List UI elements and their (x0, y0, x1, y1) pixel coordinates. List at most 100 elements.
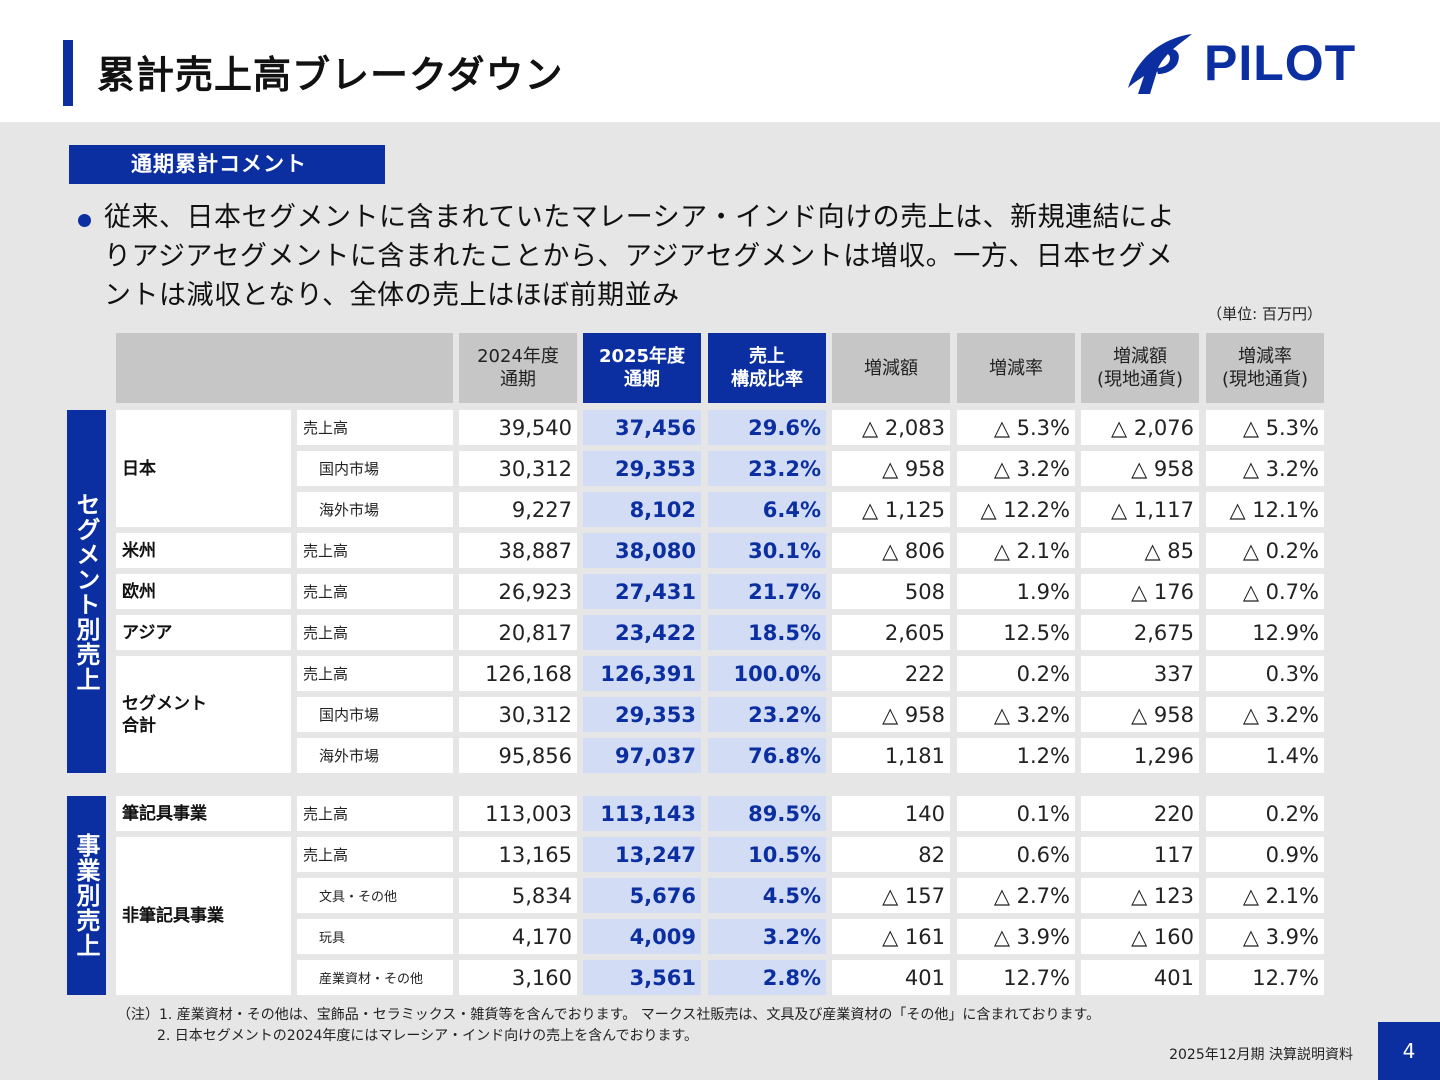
table-cell: 0.6% (957, 837, 1075, 872)
table-cell: 3.2% (708, 919, 826, 954)
table-cell: 0.2% (957, 656, 1075, 691)
table-cell: 23,422 (583, 615, 701, 650)
column-header-label: 増減率 (現地通貨) (1222, 345, 1308, 391)
table-cell: 117 (1081, 837, 1199, 872)
column-header-line: 増減額 (1112, 346, 1167, 367)
table-cell: △ 3.2% (957, 451, 1075, 486)
column-header-line: 構成比率 (731, 369, 803, 390)
pilot-logo-text: PILOT (1204, 35, 1357, 91)
table-cell: △ 2,083 (832, 410, 950, 445)
table-cell: 18.5% (708, 615, 826, 650)
row-sub-label: 売上高 (297, 656, 453, 691)
table-cell: 20,817 (459, 615, 577, 650)
row-sub-label: 文具・その他 (297, 878, 453, 913)
bullet-icon (78, 214, 91, 227)
row-sub-label: 売上高 (297, 796, 453, 831)
table-cell: △ 3.2% (1206, 451, 1324, 486)
table-cell: 38,080 (583, 533, 701, 568)
comment-line: ントは減収となり、全体の売上はほぼ前期並み (104, 280, 680, 311)
table-cell: 89.5% (708, 796, 826, 831)
table-cell: 12.9% (1206, 615, 1324, 650)
table-cell: 100.0% (708, 656, 826, 691)
table-cell: 222 (832, 656, 950, 691)
table-cell: △ 958 (1081, 451, 1199, 486)
table-cell: 140 (832, 796, 950, 831)
table-cell: 76.8% (708, 738, 826, 773)
table-cell: 2,605 (832, 615, 950, 650)
column-header-line: 売上 (749, 346, 785, 367)
footnote-1: （注）1. 産業資材・その他は、宝飾品・セラミックス・雑貨等を含んでおります。 … (117, 1007, 1101, 1023)
title-accent-bar (63, 40, 73, 106)
column-header-label: 増減率 (989, 357, 1043, 380)
table-cell: 97,037 (583, 738, 701, 773)
table-cell: 12.7% (1206, 960, 1324, 995)
table-cell: △ 12.2% (957, 492, 1075, 527)
table-cell: 0.1% (957, 796, 1075, 831)
table-cell: 113,003 (459, 796, 577, 831)
table-cell: 126,168 (459, 656, 577, 691)
table-cell: 95,856 (459, 738, 577, 773)
table-cell: △ 2.1% (957, 533, 1075, 568)
table-cell: △ 3.9% (957, 919, 1075, 954)
table-cell: △ 5.3% (957, 410, 1075, 445)
table-cell: 39,540 (459, 410, 577, 445)
table-cell: 6.4% (708, 492, 826, 527)
unit-note: （単位: 百万円） (1207, 305, 1322, 323)
business-side-label: 事業別売上 (67, 796, 106, 995)
row-sub-label: 売上高 (297, 574, 453, 609)
table-cell: △ 2.7% (957, 878, 1075, 913)
table-cell: 4.5% (708, 878, 826, 913)
table-cell: 2.8% (708, 960, 826, 995)
row-group-label: セグメント 合計 (116, 656, 291, 773)
table-cell: 30,312 (459, 451, 577, 486)
pilot-logo-mark-icon (1128, 34, 1192, 94)
pilot-logo: PILOT (1120, 28, 1370, 100)
table-cell: 5,676 (583, 878, 701, 913)
table-cell: △ 958 (832, 697, 950, 732)
row-sub-label: 海外市場 (297, 492, 453, 527)
table-cell: 3,160 (459, 960, 577, 995)
table-cell: △ 3.9% (1206, 919, 1324, 954)
table-cell: 12.7% (957, 960, 1075, 995)
table-cell: 126,391 (583, 656, 701, 691)
table-cell: △ 85 (1081, 533, 1199, 568)
table-cell: △ 12.1% (1206, 492, 1324, 527)
table-cell: 29.6% (708, 410, 826, 445)
table-cell: 26,923 (459, 574, 577, 609)
table-cell: 30,312 (459, 697, 577, 732)
row-sub-label: 売上高 (297, 410, 453, 445)
table-cell: △ 0.7% (1206, 574, 1324, 609)
row-sub-label: 国内市場 (297, 451, 453, 486)
table-cell: △ 161 (832, 919, 950, 954)
column-header-line: 増減額 (864, 357, 918, 379)
table-cell: 82 (832, 837, 950, 872)
comment-line: りアジアセグメントに含まれたことから、アジアセグメントは増収。一方、日本セグメ (104, 241, 1174, 272)
table-cell: △ 3.2% (957, 697, 1075, 732)
table-cell: 1.4% (1206, 738, 1324, 773)
column-header-line: 増減率 (989, 357, 1043, 379)
row-sub-label: 売上高 (297, 533, 453, 568)
row-group-label: 非筆記具事業 (116, 837, 291, 995)
table-cell: 30.1% (708, 533, 826, 568)
table-cell: 23.2% (708, 697, 826, 732)
column-header-label: 2025年度 通期 (599, 345, 685, 391)
table-cell: 0.2% (1206, 796, 1324, 831)
column-header-line: 2025年度 (598, 346, 686, 367)
table-cell: 0.3% (1206, 656, 1324, 691)
row-sub-label: 売上高 (297, 615, 453, 650)
row-group-label: 米州 (116, 533, 291, 568)
footnotes: （注）1. 産業資材・その他は、宝飾品・セラミックス・雑貨等を含んでおります。 … (117, 1005, 1100, 1047)
column-header-line: (現地通貨) (1221, 369, 1309, 390)
comment-line: 従来、日本セグメントに含まれていたマレーシア・インド向けの売上は、新規連結によ (104, 202, 1176, 233)
table-cell: 13,247 (583, 837, 701, 872)
table-cell: 21.7% (708, 574, 826, 609)
column-header: 増減率 (957, 333, 1075, 403)
row-sub-label: 海外市場 (297, 738, 453, 773)
table-cell: 1.2% (957, 738, 1075, 773)
column-header: 売上 構成比率 (708, 333, 826, 403)
table-cell: 4,170 (459, 919, 577, 954)
table-cell: △ 2,076 (1081, 410, 1199, 445)
table-cell: 12.5% (957, 615, 1075, 650)
column-header-line: 増減率 (1237, 346, 1292, 367)
table-cell: 337 (1081, 656, 1199, 691)
